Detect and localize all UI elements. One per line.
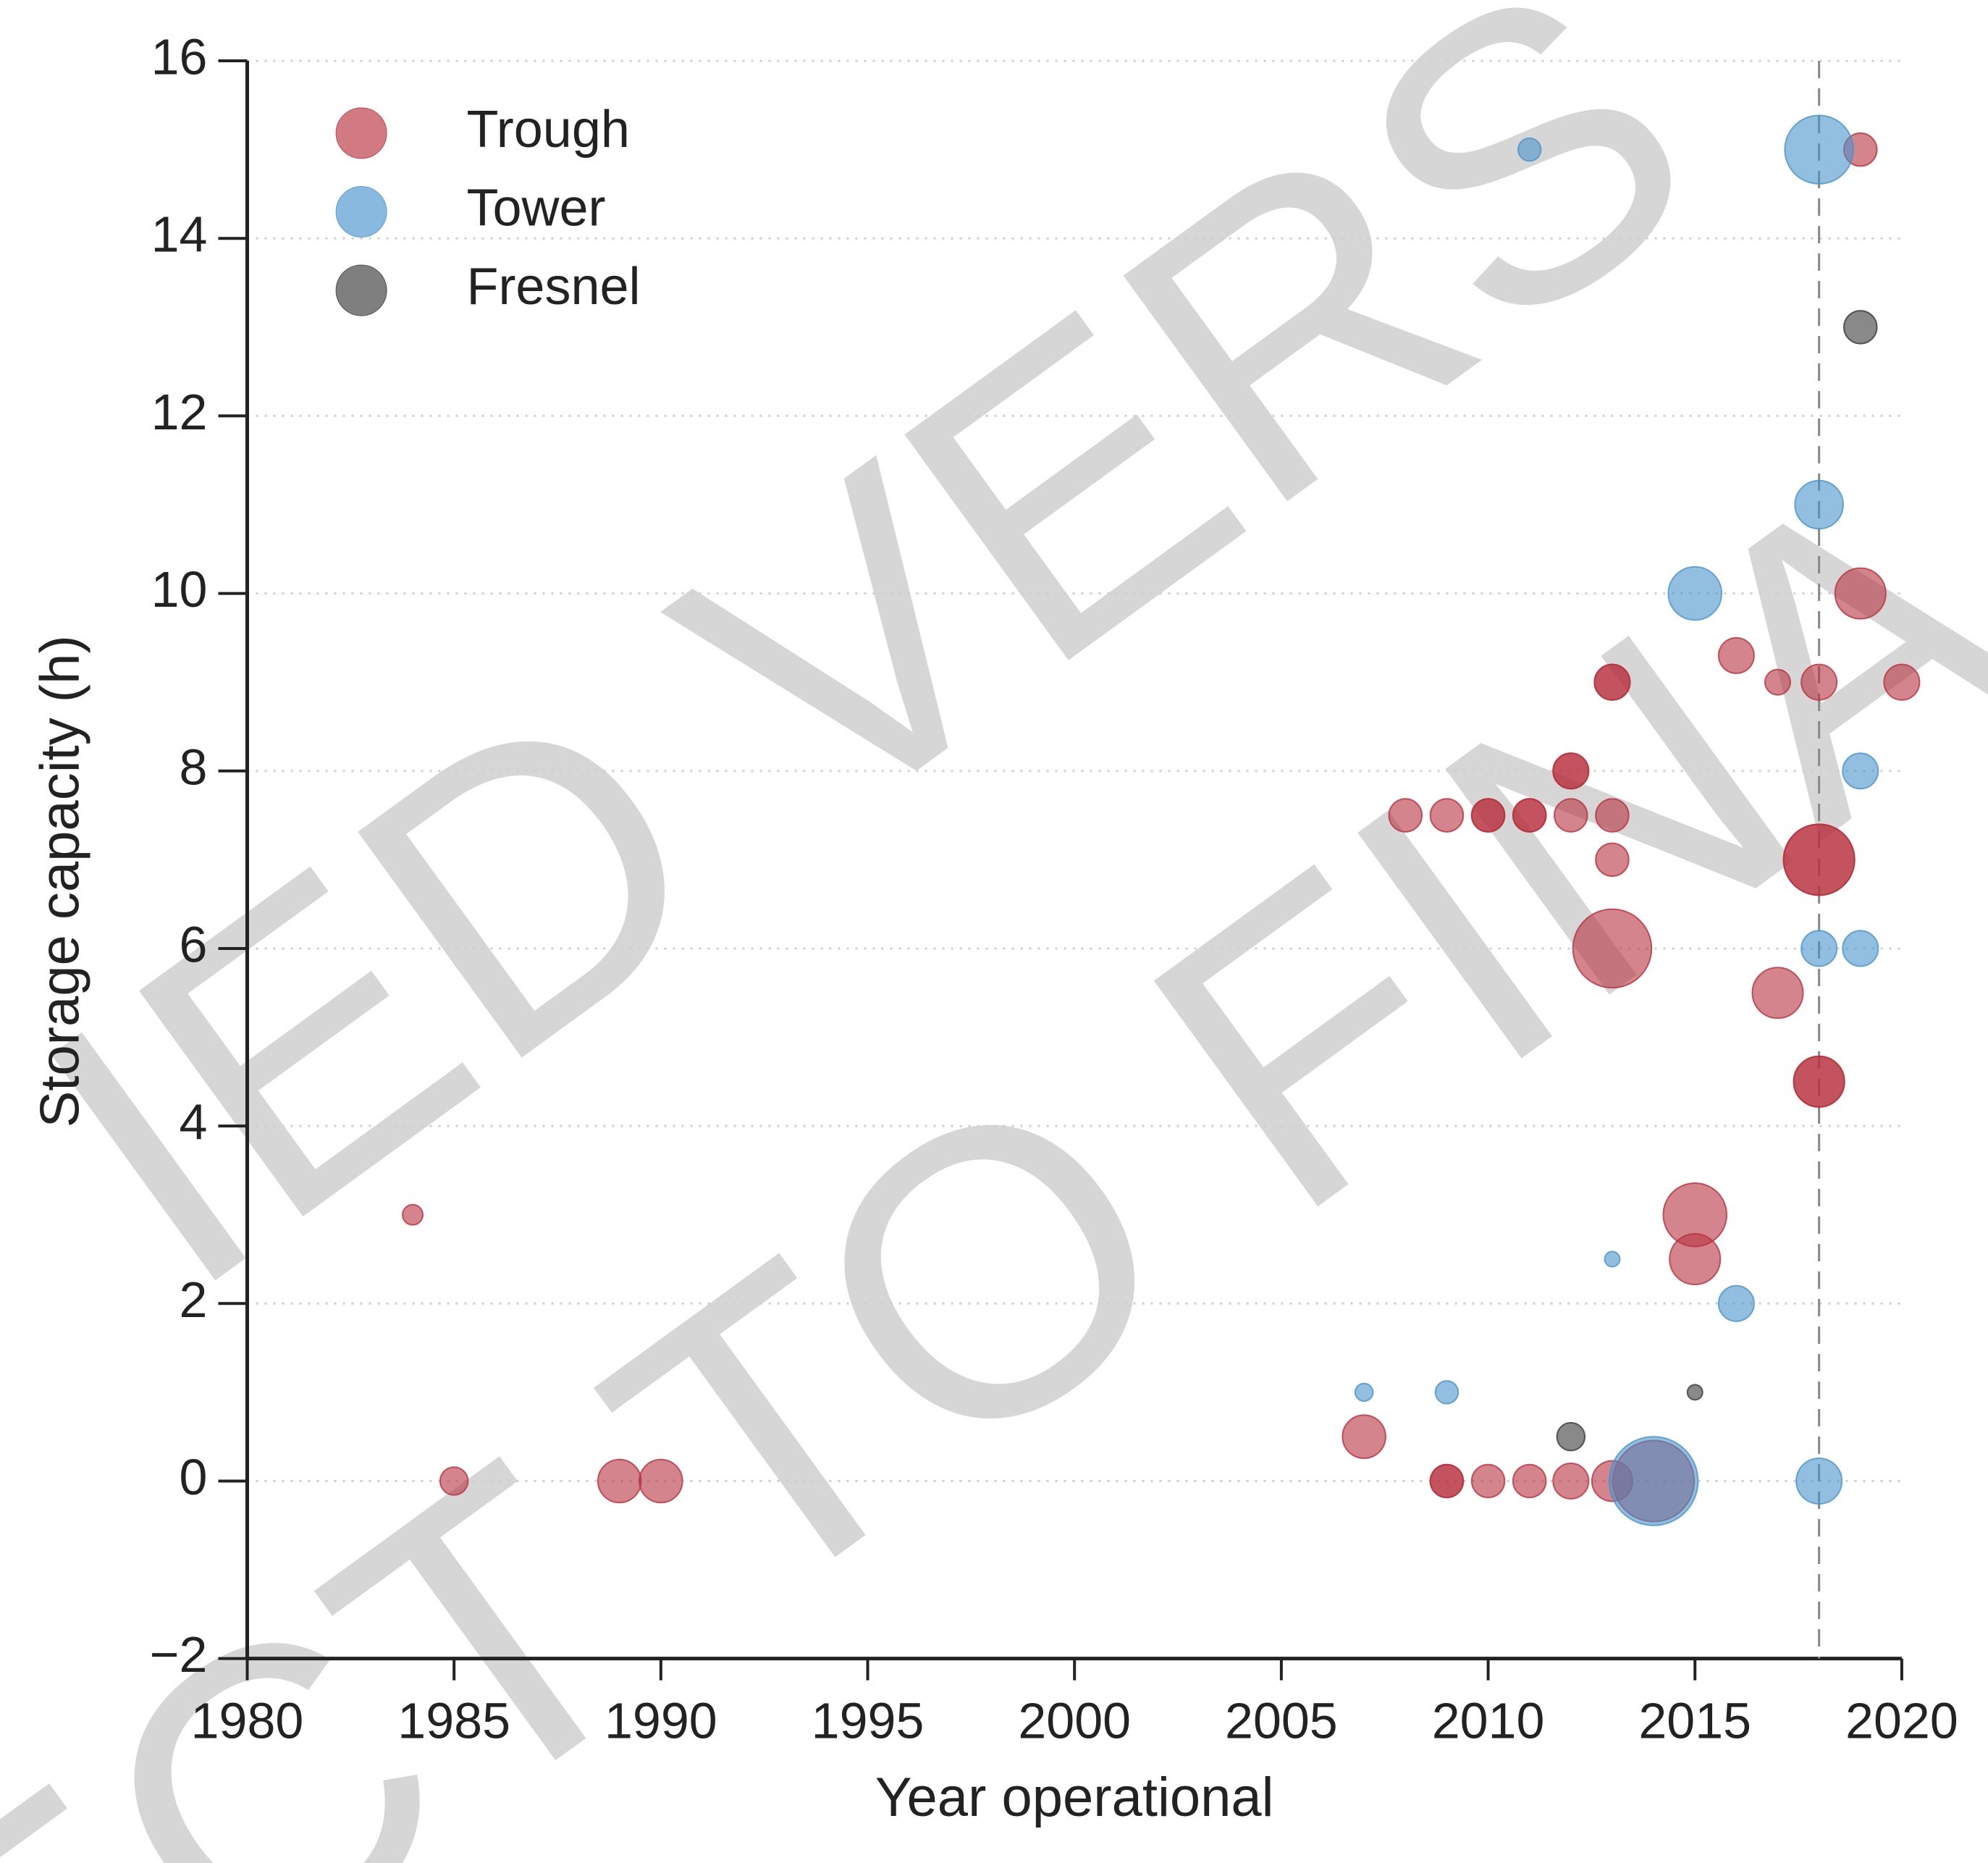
bubble — [439, 1466, 469, 1496]
bubble — [1686, 1384, 1703, 1401]
bubble — [1429, 1463, 1465, 1499]
bubble — [1429, 798, 1465, 833]
legend-label: Fresnel — [466, 258, 640, 316]
bubble — [1717, 1284, 1755, 1322]
bubble — [1800, 663, 1838, 701]
bubble — [1717, 636, 1755, 674]
bubble — [1782, 823, 1856, 896]
y-tick-label: 16 — [151, 29, 208, 85]
bubble — [1354, 1382, 1374, 1402]
bubble — [597, 1458, 642, 1504]
bubble — [1552, 752, 1590, 790]
bubble — [1842, 752, 1879, 790]
y-tick-label: 8 — [180, 739, 208, 795]
bubble — [1794, 479, 1844, 530]
y-tick-label: 12 — [151, 384, 208, 440]
x-axis-label: Year operational — [875, 1767, 1274, 1828]
bubble — [1604, 1250, 1621, 1268]
bubble — [1843, 310, 1878, 345]
legend-label: Tower — [466, 179, 605, 237]
x-tick-label: 2000 — [1018, 1693, 1131, 1749]
bubble — [1593, 663, 1631, 701]
y-tick-label: 10 — [151, 561, 208, 618]
legend-marker — [335, 107, 387, 159]
x-tick-label: 2015 — [1638, 1693, 1751, 1749]
bubble — [1512, 1463, 1547, 1499]
bubble — [1342, 1414, 1386, 1459]
y-tick-label: −2 — [150, 1626, 208, 1683]
bubble — [1608, 1436, 1699, 1526]
bubble — [1517, 137, 1542, 162]
y-axis-label: Storage capacity (h) — [30, 635, 91, 1127]
x-tick-label: 2020 — [1845, 1693, 1958, 1749]
x-tick-label: 1990 — [605, 1693, 717, 1749]
bubble — [1556, 1421, 1586, 1452]
y-tick-label: 2 — [180, 1271, 208, 1328]
bubble — [1793, 1055, 1845, 1108]
bubble — [1388, 798, 1423, 833]
x-tick-label: 2005 — [1225, 1693, 1338, 1749]
bubble — [1554, 798, 1588, 833]
bubble — [1669, 1232, 1722, 1286]
x-tick-label: 1980 — [191, 1693, 304, 1749]
bubble — [1834, 567, 1887, 620]
bubble — [1667, 565, 1723, 621]
bubble — [1470, 798, 1506, 833]
bubble — [1883, 663, 1921, 701]
legend-marker — [335, 185, 387, 237]
bubble — [1512, 798, 1547, 833]
bubble — [1784, 114, 1854, 185]
bubble — [1470, 1463, 1506, 1499]
legend-marker — [335, 264, 387, 316]
bubble — [1842, 930, 1879, 967]
bubble — [402, 1203, 424, 1226]
bubble — [1595, 842, 1630, 878]
bubble — [1572, 908, 1653, 989]
bubble — [1595, 798, 1630, 833]
x-tick-label: 1985 — [397, 1693, 510, 1749]
y-tick-label: 14 — [151, 206, 208, 263]
y-tick-label: 4 — [180, 1094, 208, 1151]
x-tick-label: 1995 — [812, 1693, 924, 1749]
bubble — [1764, 668, 1792, 696]
bubble — [1434, 1380, 1460, 1405]
x-tick-label: 2010 — [1432, 1693, 1545, 1749]
bubble — [639, 1458, 683, 1504]
bubble — [1795, 1457, 1843, 1505]
bubble — [1552, 1462, 1590, 1500]
y-tick-label: 6 — [180, 916, 208, 972]
bubble — [1751, 967, 1804, 1019]
bubble — [1800, 930, 1838, 967]
y-tick-label: 0 — [180, 1449, 208, 1505]
legend-label: Trough — [466, 101, 629, 159]
